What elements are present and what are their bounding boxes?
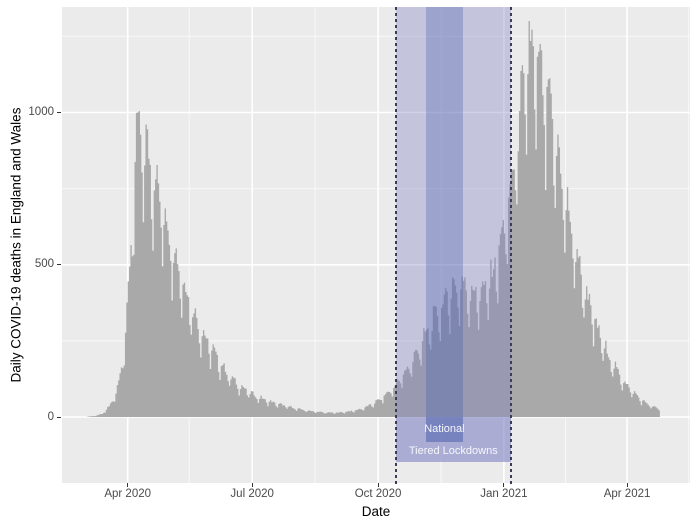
tiered-lockdown-label-box <box>395 417 511 462</box>
x-axis-tick-mark <box>503 483 505 487</box>
tiered-lockdown-band <box>395 7 511 462</box>
deaths-histogram <box>62 7 690 483</box>
lockdown-end-dashed-line <box>509 7 512 485</box>
x-axis-tick-mark <box>626 483 628 487</box>
x-tick-label: Apr 2020 <box>104 488 152 500</box>
y-tick-label: 0 <box>47 410 54 423</box>
x-axis-tick-mark <box>127 483 129 487</box>
y-tick-label: 500 <box>34 258 54 271</box>
x-tick-label: Apr 2021 <box>603 488 651 500</box>
lockdown-start-dashed-line <box>394 7 397 485</box>
y-axis-tick-mark <box>57 264 61 266</box>
national-lockdown-label: National <box>424 423 465 435</box>
plot-panel: National Tiered Lockdowns <box>62 7 690 483</box>
tiered-lockdown-label: Tiered Lockdowns <box>408 445 498 457</box>
y-axis-tick-mark <box>57 416 61 418</box>
y-tick-label: 1000 <box>28 106 54 118</box>
y-axis-title: Daily COVID-19 deaths in England and Wal… <box>8 107 24 383</box>
national-lockdown-label-box <box>425 417 463 442</box>
y-axis-tick-mark <box>57 112 61 113</box>
x-axis-tick-mark <box>251 483 253 487</box>
x-tick-label: Oct 2020 <box>354 488 402 500</box>
x-tick-label: Jul 2020 <box>230 488 274 500</box>
national-lockdown-band <box>425 7 463 442</box>
x-axis-tick-mark <box>377 483 379 487</box>
x-tick-label: Jan 2021 <box>480 488 528 500</box>
x-axis-title: Date <box>361 504 391 519</box>
